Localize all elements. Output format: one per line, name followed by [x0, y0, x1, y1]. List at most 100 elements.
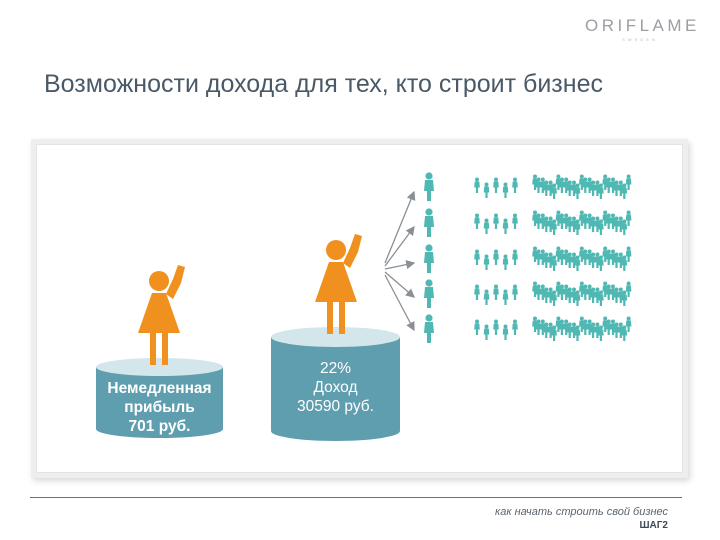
- cylinder-right-line3: 30590 руб.: [297, 398, 374, 415]
- person-icon: [582, 213, 589, 229]
- person-icon: [621, 183, 628, 199]
- arrow-right-icon: [384, 225, 415, 267]
- person-icon: [474, 213, 480, 229]
- person-icon: [424, 244, 434, 273]
- person-icon: [493, 319, 499, 335]
- person-icon: [535, 284, 542, 300]
- person-icon: [424, 279, 434, 308]
- person-icon: [582, 284, 589, 300]
- person-icon: [483, 218, 490, 234]
- person-icon: [512, 249, 518, 265]
- person-icon: [474, 177, 480, 193]
- person-icon: [598, 290, 604, 306]
- person-icon: [424, 172, 434, 201]
- arrow-right-icon: [384, 271, 415, 298]
- footer-divider: [30, 497, 682, 498]
- person-icon: [543, 180, 550, 196]
- person-icon: [559, 177, 565, 193]
- person-icon: [551, 290, 557, 306]
- person-icon: [605, 213, 612, 229]
- person-icon: [621, 325, 628, 341]
- person-icon: [613, 216, 620, 232]
- person-icon: [512, 319, 518, 335]
- person-icon: [598, 219, 604, 235]
- logo-tagline: SWEDEN: [622, 37, 658, 42]
- arrow-right-icon: [384, 260, 416, 270]
- cylinder-right-line1: 22%: [319, 360, 352, 377]
- cylinder-left-line2: прибыль: [124, 399, 195, 416]
- person-icon: [625, 316, 632, 332]
- person-icon: [566, 216, 573, 232]
- footer: как начать строить свой бизнес ШАГ2: [495, 506, 668, 532]
- cylinder-left-line1: Немедленная: [107, 380, 212, 397]
- person-icon: [598, 183, 604, 199]
- person-icon: [574, 183, 581, 199]
- person-icon: [582, 249, 589, 265]
- woman-figure-icon: [138, 265, 185, 365]
- income-diagram: [96, 172, 632, 441]
- person-icon: [621, 290, 628, 306]
- person-icon: [424, 208, 434, 237]
- person-icon: [566, 180, 573, 196]
- person-icon: [621, 219, 628, 235]
- person-icon: [474, 249, 480, 265]
- person-icon: [559, 284, 565, 300]
- person-icon: [613, 322, 620, 338]
- person-icon: [543, 287, 550, 303]
- person-icon: [535, 213, 542, 229]
- arrow-right-icon: [384, 190, 416, 264]
- person-icon: [551, 255, 557, 271]
- person-icon: [590, 287, 596, 303]
- cylinder-right-line2: Доход: [313, 379, 358, 396]
- person-icon: [598, 255, 604, 271]
- cylinder-right: [271, 327, 400, 441]
- logo-text: ORIFLAME: [585, 16, 700, 35]
- person-icon: [605, 249, 612, 265]
- person-icon: [574, 290, 581, 306]
- person-icon: [493, 177, 499, 193]
- person-icon: [551, 219, 557, 235]
- person-icon: [543, 322, 550, 338]
- person-icon: [605, 319, 612, 335]
- person-icon: [590, 252, 596, 268]
- person-icon: [543, 252, 550, 268]
- arrows: [384, 190, 416, 332]
- person-icon: [605, 177, 612, 193]
- person-icon: [512, 284, 518, 300]
- person-icon: [483, 289, 490, 305]
- person-icon: [590, 180, 596, 196]
- person-icon: [625, 281, 632, 297]
- person-icon: [535, 177, 542, 193]
- person-icon: [574, 325, 581, 341]
- person-icon: [535, 319, 542, 335]
- person-icon: [535, 249, 542, 265]
- oriflame-logo: ORIFLAME SWEDEN: [585, 16, 700, 42]
- person-icon: [566, 287, 573, 303]
- person-icon: [582, 177, 589, 193]
- person-icon: [502, 324, 509, 340]
- person-icon: [574, 255, 581, 271]
- person-icon: [598, 325, 604, 341]
- person-icon: [574, 219, 581, 235]
- person-icon: [493, 284, 499, 300]
- person-icon: [559, 249, 565, 265]
- person-icon: [625, 174, 632, 190]
- person-icon: [559, 319, 565, 335]
- person-icon: [502, 218, 509, 234]
- slide-title: Возможности дохода для тех, кто строит б…: [44, 70, 603, 98]
- person-icon: [625, 246, 632, 262]
- person-icon: [483, 254, 490, 270]
- cylinder-right-label: 22% Доход 30590 руб.: [271, 359, 400, 416]
- person-icon: [483, 182, 490, 198]
- cylinder-left-line3: 701 руб.: [128, 418, 191, 435]
- person-icon: [474, 284, 480, 300]
- person-icon: [502, 254, 509, 270]
- person-icon: [590, 216, 596, 232]
- person-icon: [474, 319, 480, 335]
- person-icon: [551, 183, 557, 199]
- income-diagram-panel: Немедленная прибыль 701 руб. 22% Доход 3…: [36, 144, 683, 473]
- person-icon: [483, 324, 490, 340]
- person-icon: [613, 252, 620, 268]
- person-icon: [605, 284, 612, 300]
- person-icon: [613, 180, 620, 196]
